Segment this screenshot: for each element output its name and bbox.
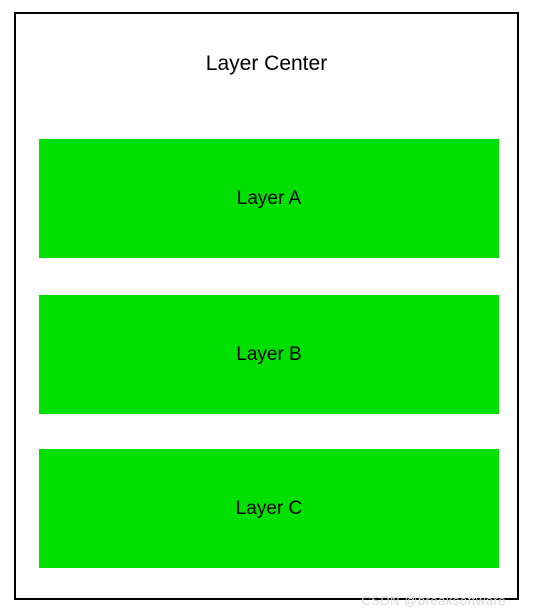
diagram-title: Layer Center bbox=[16, 52, 517, 76]
layer-a-label: Layer A bbox=[237, 188, 301, 210]
watermark: CSDN @breaksoftware bbox=[361, 593, 506, 608]
layer-c-label: Layer C bbox=[236, 498, 303, 520]
layer-a: Layer A bbox=[39, 139, 499, 258]
layer-c: Layer C bbox=[39, 449, 499, 568]
diagram-container: Layer Center Layer A Layer B Layer C bbox=[14, 12, 519, 600]
layer-b-label: Layer B bbox=[236, 344, 301, 366]
layer-b: Layer B bbox=[39, 295, 499, 414]
